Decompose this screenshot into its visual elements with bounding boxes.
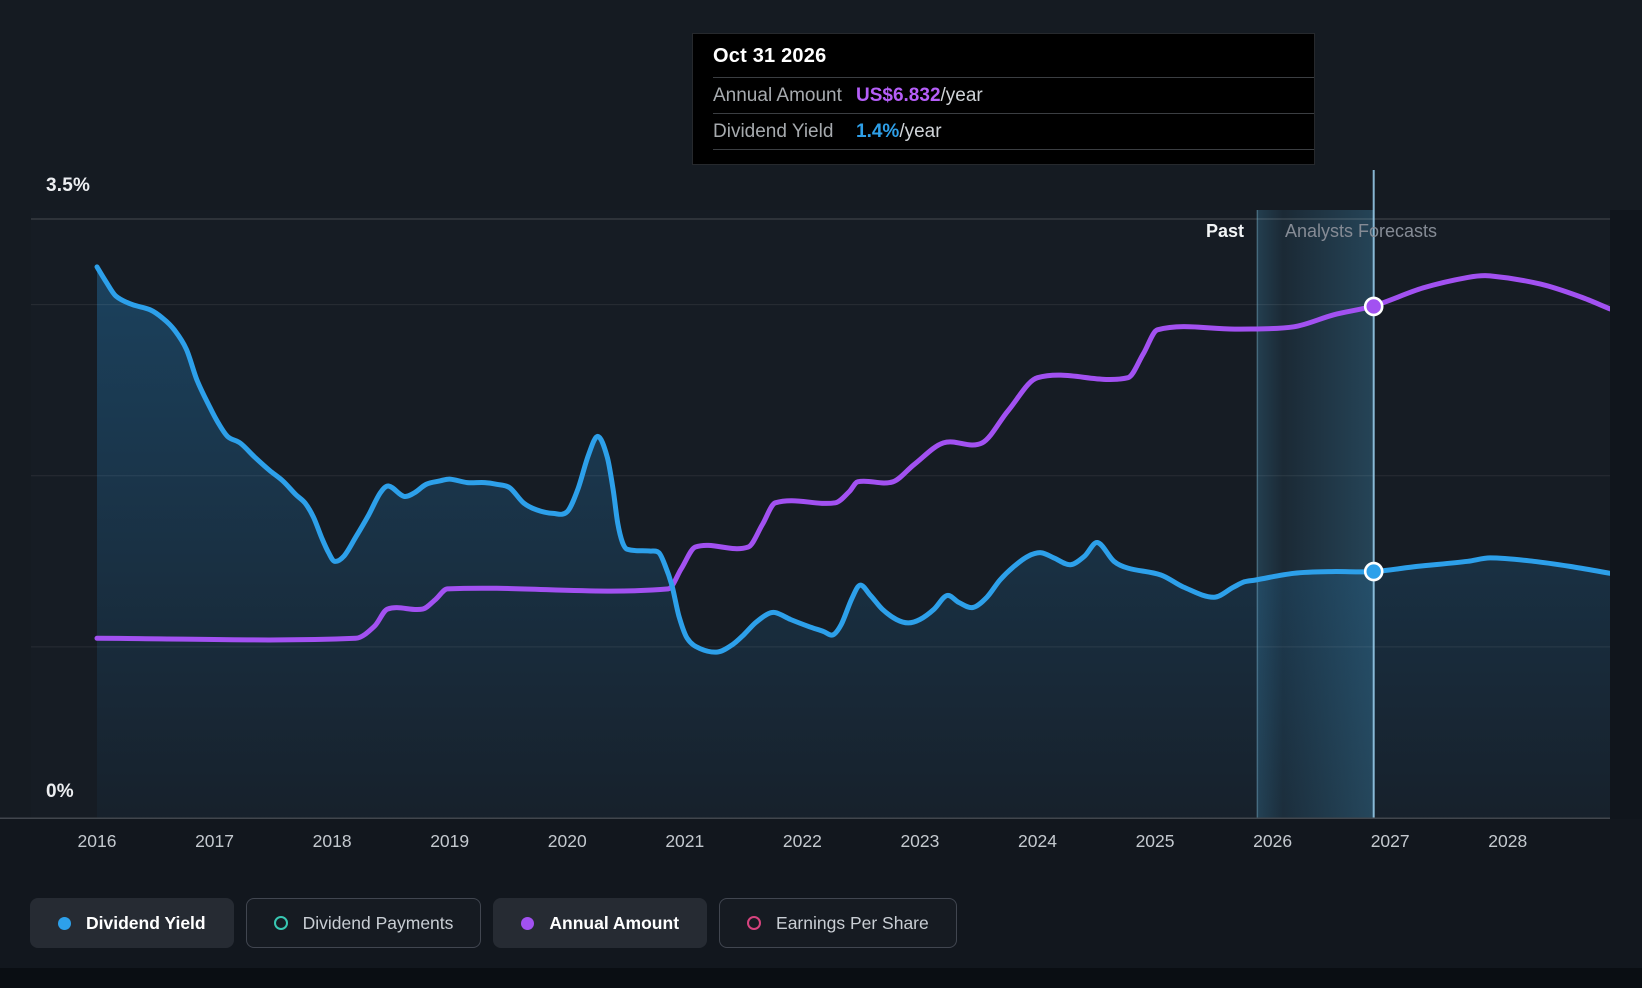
y-axis-max-label: 3.5% [46, 175, 91, 196]
forecast-zone-label: Analysts Forecasts [1285, 221, 1438, 241]
chart-legend: Dividend Yield Dividend Payments Annual Am… [30, 898, 957, 948]
dividend-yield-marker[interactable] [1363, 561, 1384, 582]
tooltip-suffix: /year [899, 120, 942, 142]
ring-icon [273, 916, 288, 930]
plot-backdrop [31, 210, 1610, 818]
tooltip-label: Annual Amount [713, 84, 842, 106]
page-footer [0, 968, 1642, 988]
legend-label: Earnings Per Share [776, 912, 929, 933]
hover-tooltip: Oct 31 2026 Annual Amount US$6.832 /year… [692, 33, 1315, 165]
x-axis-label-2023: 2023 [900, 831, 940, 851]
legend-toggle-earnings-per-share[interactable]: Earnings Per Share [719, 898, 957, 948]
legend-label: Dividend Yield [86, 912, 206, 933]
ring-icon [747, 916, 762, 930]
dividend-yield-line [94, 264, 1613, 655]
dot-icon [521, 916, 535, 930]
past-zone-label: Past [1205, 221, 1244, 241]
legend-toggle-dividend-payments[interactable]: Dividend Payments [245, 898, 482, 948]
x-axis-label-2016: 2016 [77, 831, 117, 851]
legend-label: Annual Amount [549, 912, 680, 933]
tooltip-label: Dividend Yield [713, 120, 834, 142]
annual-amount-marker[interactable] [1363, 296, 1384, 317]
x-axis-label-2022: 2022 [782, 831, 822, 851]
chart-right-margin [1610, 210, 1642, 819]
x-axis-label-2019: 2019 [430, 831, 470, 851]
legend-toggle-annual-amount[interactable]: Annual Amount [493, 898, 708, 948]
legend-toggle-dividend-yield[interactable]: Dividend Yield [30, 898, 234, 948]
annual-amount-line [94, 273, 1613, 643]
x-axis-label-2028: 2028 [1488, 831, 1528, 851]
x-axis-label-2027: 2027 [1370, 831, 1410, 851]
x-axis-label-2017: 2017 [195, 831, 235, 851]
dot-icon [58, 916, 71, 930]
x-axis-label-2026: 2026 [1253, 831, 1293, 851]
tooltip-row-dividend-yield: Dividend Yield 1.4% /year [713, 113, 1314, 150]
x-axis-label-2018: 2018 [312, 831, 352, 851]
tooltip-date: Oct 31 2026 [713, 45, 827, 67]
tooltip-suffix: /year [940, 84, 983, 106]
legend-label: Dividend Payments [302, 912, 454, 933]
x-axis-label-2025: 2025 [1135, 831, 1175, 851]
x-axis-label-2020: 2020 [547, 831, 587, 851]
y-axis-min-label: 0% [46, 781, 74, 802]
x-axis-label-2024: 2024 [1018, 831, 1057, 851]
tooltip-value: US$6.832 [856, 84, 941, 106]
dividend-yield-area [97, 266, 1610, 818]
forecast-highlight-band [1257, 210, 1374, 818]
x-axis-label-2021: 2021 [665, 831, 705, 851]
tooltip-value: 1.4% [856, 120, 900, 142]
tooltip-row-annual-amount: Annual Amount US$6.832 /year [713, 77, 1314, 113]
